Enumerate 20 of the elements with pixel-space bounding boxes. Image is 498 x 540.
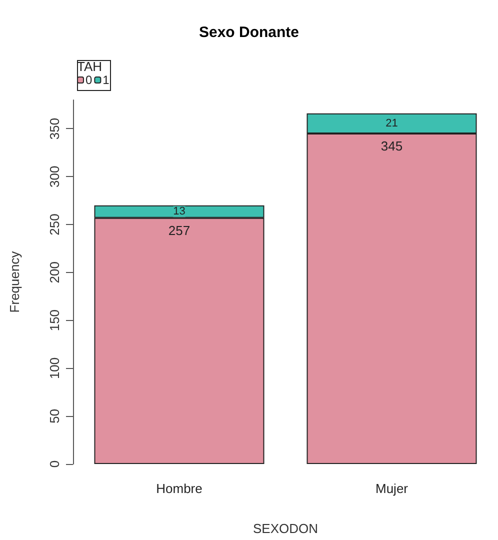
y-tick-label: 300 xyxy=(47,166,62,188)
x-axis-title: SEXODON xyxy=(252,521,318,536)
data-label: 345 xyxy=(380,138,403,154)
y-tick-label: 250 xyxy=(47,214,62,236)
chart-title: Sexo Donante xyxy=(198,24,300,41)
legend-label: 1 xyxy=(102,73,110,87)
y-tick-label: 100 xyxy=(47,357,62,380)
data-label: 13 xyxy=(173,206,186,218)
legend-title: TAH xyxy=(77,59,102,74)
data-label: 257 xyxy=(168,222,190,238)
legend-label: 0 xyxy=(86,73,92,87)
y-tick-label: 350 xyxy=(47,118,62,140)
x-tick-label: Hombre xyxy=(156,481,202,496)
y-tick-label: 150 xyxy=(47,309,62,332)
data-label: 21 xyxy=(386,117,398,130)
y-axis-title: Frequency xyxy=(7,250,22,313)
y-tick-label: 50 xyxy=(47,408,62,424)
y-tick-label: 200 xyxy=(47,262,62,284)
x-tick-label: Mujer xyxy=(375,481,409,496)
y-tick-label: 0 xyxy=(47,460,62,468)
